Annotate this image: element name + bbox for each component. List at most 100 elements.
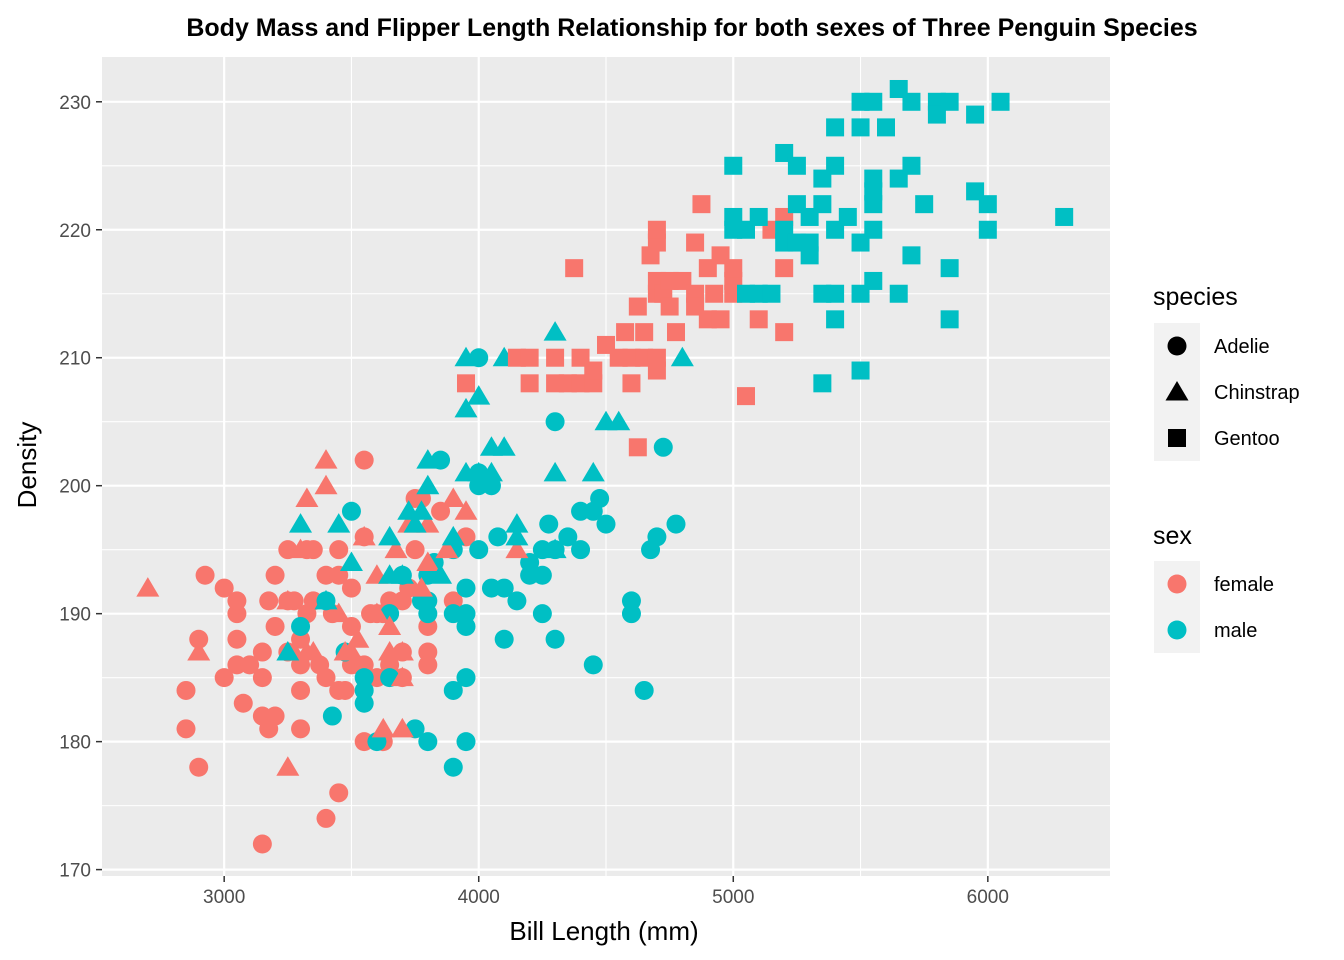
point-chinstrap-female (435, 538, 459, 559)
point-adelie-male (456, 668, 476, 688)
point-gentoo-female (520, 348, 539, 367)
point-gentoo-male (966, 105, 985, 124)
point-chinstrap-female (409, 577, 433, 597)
point-chinstrap-female (384, 538, 408, 559)
point-gentoo-male (978, 220, 997, 239)
point-adelie-male (469, 540, 489, 560)
point-adelie-female (316, 808, 336, 828)
point-adelie-female (259, 591, 279, 611)
point-gentoo-female (520, 374, 539, 393)
point-chinstrap-male (543, 321, 567, 341)
point-gentoo-female (616, 323, 635, 342)
legend-title-sex: sex (1153, 522, 1192, 550)
point-gentoo-female (775, 259, 794, 278)
point-adelie-male (443, 757, 463, 777)
point-gentoo-male (864, 220, 883, 239)
point-gentoo-male (851, 361, 870, 380)
point-adelie-male (418, 732, 438, 752)
point-adelie-female (195, 565, 215, 585)
point-chinstrap-male (454, 397, 478, 418)
y-tick-label: 230 (59, 93, 91, 114)
point-adelie-male (621, 604, 641, 624)
point-adelie-male (666, 514, 686, 534)
point-chinstrap-male (441, 525, 465, 546)
legend-label-chinstrap: Chinstrap (1214, 382, 1300, 404)
point-adelie-female (335, 680, 355, 700)
point-chinstrap-male (467, 385, 491, 405)
point-chinstrap-male (289, 513, 313, 533)
point-gentoo-female (647, 220, 666, 239)
point-adelie-male (634, 680, 654, 700)
point-adelie-male (418, 604, 438, 624)
point-chinstrap-female (390, 717, 414, 738)
point-adelie-male (653, 437, 673, 457)
point-gentoo-female (692, 195, 711, 214)
point-gentoo-female (622, 374, 641, 393)
point-gentoo-male (724, 156, 743, 175)
point-chinstrap-male (276, 641, 300, 661)
legend-label-gentoo: Gentoo (1214, 428, 1280, 450)
point-gentoo-male (762, 284, 781, 303)
point-chinstrap-male (339, 551, 363, 571)
point-adelie-male (545, 412, 565, 432)
point-gentoo-male (826, 156, 845, 175)
point-adelie-female (291, 719, 311, 739)
point-adelie-male (494, 578, 514, 598)
point-adelie-female (291, 680, 311, 700)
point-adelie-male (583, 655, 603, 675)
point-chinstrap-female (390, 666, 414, 687)
point-gentoo-female (737, 387, 755, 406)
point-gentoo-female (660, 297, 679, 316)
point-chinstrap-female (371, 717, 395, 738)
point-gentoo-male (838, 207, 857, 226)
x-tick-label: 5000 (712, 887, 754, 908)
point-adelie-male (354, 693, 374, 713)
point-gentoo-male (940, 92, 959, 111)
point-adelie-male (532, 565, 552, 585)
point-chinstrap-male (327, 513, 351, 533)
x-axis: 3000 4000 5000 6000 (203, 876, 1009, 908)
y-axis: 170 180 190 200 210 220 230 (59, 93, 102, 882)
point-chinstrap-male (409, 500, 433, 520)
point-gentoo-male (800, 246, 819, 265)
point-chinstrap-male (505, 525, 529, 546)
legend-label-male: male (1214, 620, 1257, 642)
y-axis-title: Density (12, 422, 42, 509)
legend-species-keys: Adelie Chinstrap Gentoo (1154, 323, 1300, 461)
point-adelie-male (507, 591, 527, 611)
point-chinstrap-male (416, 474, 440, 495)
point-chinstrap-male (492, 436, 516, 456)
x-tick-label: 6000 (967, 887, 1009, 908)
y-tick-label: 170 (59, 861, 91, 882)
point-chinstrap-male (378, 525, 402, 546)
point-adelie-female (233, 693, 253, 713)
point-chinstrap-female (187, 641, 211, 661)
point-adelie-female (316, 668, 336, 688)
x-tick-label: 3000 (203, 887, 245, 908)
point-adelie-female (189, 629, 209, 649)
point-gentoo-male (813, 374, 832, 393)
point-gentoo-female (546, 348, 565, 367)
point-gentoo-male (787, 156, 806, 175)
point-adelie-female (329, 540, 349, 560)
point-chinstrap-female (505, 538, 529, 559)
point-gentoo-male (978, 195, 997, 214)
legend-label-adelie: Adelie (1214, 336, 1270, 358)
y-tick-label: 210 (59, 349, 91, 370)
point-adelie-female (189, 757, 209, 777)
point-gentoo-male (991, 92, 1010, 111)
point-gentoo-male (749, 207, 768, 226)
point-chinstrap-male (581, 461, 605, 482)
point-chinstrap-female (276, 589, 300, 610)
point-gentoo-female (457, 374, 475, 393)
point-chinstrap-female (378, 615, 402, 635)
point-gentoo-male (826, 310, 845, 329)
legend-sex-keys: female male (1154, 561, 1274, 653)
point-chinstrap-female (314, 474, 338, 495)
legend-label-female: female (1214, 574, 1274, 596)
point-chinstrap-female (339, 641, 363, 661)
point-adelie-female (240, 655, 260, 675)
point-adelie-female (418, 655, 438, 675)
legend-key-chinstrap (1165, 381, 1189, 401)
